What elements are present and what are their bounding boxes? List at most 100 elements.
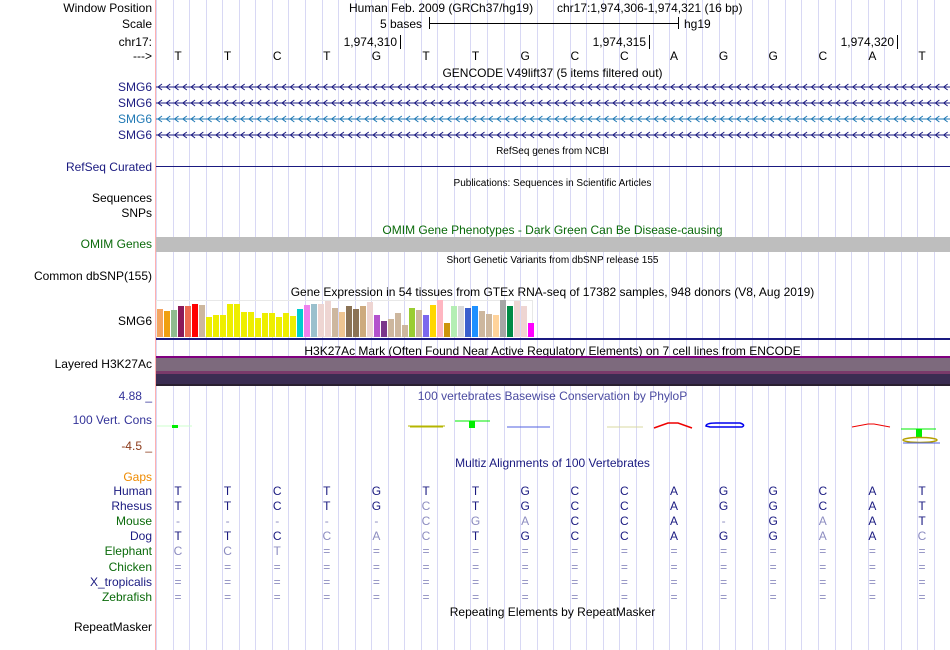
gtex-bar[interactable] — [451, 306, 457, 337]
gtex-bar[interactable] — [346, 306, 352, 337]
gtex-bar[interactable] — [311, 304, 317, 337]
species-label[interactable]: Dog — [129, 529, 152, 544]
gtex-bar[interactable] — [339, 312, 345, 337]
gtex-bar[interactable] — [164, 311, 170, 337]
gtex-bar[interactable] — [437, 300, 443, 337]
dbsnp-title[interactable]: Short Genetic Variants from dbSNP releas… — [446, 255, 659, 266]
gtex-bar[interactable] — [486, 314, 492, 337]
omim-title[interactable]: OMIM Gene Phenotypes - Dark Green Can Be… — [382, 223, 723, 237]
gtex-bar[interactable] — [423, 315, 429, 337]
species-label[interactable]: Elephant — [104, 544, 152, 559]
gtex-bar[interactable] — [178, 306, 184, 337]
gencode-item-label[interactable]: SMG6 — [117, 128, 152, 142]
snps-label[interactable]: SNPs — [121, 206, 152, 220]
species-label[interactable]: Mouse — [115, 514, 152, 529]
gtex-bar[interactable] — [318, 304, 324, 337]
gtex-bar[interactable] — [171, 310, 177, 337]
gtex-bar[interactable] — [304, 305, 310, 337]
omim-label[interactable]: OMIM Genes — [80, 237, 152, 251]
refseq-title[interactable]: RefSeq genes from NCBI — [496, 146, 609, 157]
gtex-bar[interactable] — [465, 308, 471, 337]
gtex-bar[interactable] — [479, 311, 485, 337]
gtex-bar[interactable] — [332, 308, 338, 337]
sequences-label[interactable]: Sequences — [91, 191, 152, 205]
alignment-base: T — [471, 499, 480, 514]
species-label[interactable]: Rhesus — [111, 499, 152, 514]
gene-strand-arrows[interactable] — [156, 112, 950, 126]
multiz-title[interactable]: Multiz Alignments of 100 Vertebrates — [455, 456, 650, 470]
gtex-label[interactable]: SMG6 — [117, 314, 152, 328]
alignment-base: = — [918, 559, 926, 574]
gtex-bar[interactable] — [227, 304, 233, 337]
refseq-label[interactable]: RefSeq Curated — [65, 160, 152, 174]
gtex-bar[interactable] — [269, 313, 275, 337]
gtex-bar[interactable] — [199, 305, 205, 337]
gencode-title[interactable]: GENCODE V49lift37 (5 items filtered out) — [442, 66, 663, 80]
refseq-gene-line[interactable] — [156, 166, 950, 167]
gtex-bar[interactable] — [255, 318, 261, 337]
gridline — [569, 0, 571, 650]
gtex-bar[interactable] — [521, 306, 527, 337]
gene-strand-arrows[interactable] — [156, 96, 950, 110]
gtex-bar[interactable] — [416, 310, 422, 337]
gtex-bar[interactable] — [185, 306, 191, 337]
gtex-bar[interactable] — [290, 316, 296, 337]
gtex-bar[interactable] — [283, 313, 289, 337]
gene-strand-arrows[interactable] — [156, 80, 950, 94]
species-label[interactable]: Chicken — [108, 559, 152, 574]
gtex-bar[interactable] — [402, 325, 408, 337]
species-label[interactable]: X_tropicalis — [89, 574, 152, 589]
species-label[interactable]: Zebrafish — [101, 589, 152, 604]
repeatmasker-label[interactable]: RepeatMasker — [73, 620, 152, 634]
publications-title[interactable]: Publications: Sequences in Scientific Ar… — [453, 178, 652, 189]
species-label[interactable]: Human — [113, 484, 152, 498]
gtex-bar[interactable] — [458, 306, 464, 337]
gtex-bar[interactable] — [353, 309, 359, 337]
gtex-bar[interactable] — [213, 315, 219, 337]
gtex-bar[interactable] — [367, 302, 373, 337]
gtex-bar[interactable] — [276, 317, 282, 337]
gencode-item-label[interactable]: SMG6 — [117, 80, 152, 94]
gtex-bar[interactable] — [395, 313, 401, 337]
gencode-item-label[interactable]: SMG6 — [117, 96, 152, 110]
gtex-bar[interactable] — [409, 308, 415, 337]
gtex-bar[interactable] — [325, 301, 331, 337]
gtex-bar[interactable] — [444, 323, 450, 337]
gtex-bar[interactable] — [234, 304, 240, 337]
h3k27ac-title[interactable]: H3K27Ac Mark (Often Found Near Active Re… — [304, 344, 801, 358]
gtex-bar[interactable] — [500, 300, 506, 337]
gtex-bar[interactable] — [430, 305, 436, 337]
gridline — [933, 0, 935, 650]
gencode-item-label[interactable]: SMG6 — [117, 112, 152, 126]
dbsnp-label[interactable]: Common dbSNP(155) — [33, 269, 152, 283]
gtex-bar[interactable] — [507, 306, 513, 337]
h3k27ac-label[interactable]: Layered H3K27Ac — [54, 357, 152, 371]
gtex-bar[interactable] — [374, 315, 380, 337]
repeatmasker-title[interactable]: Repeating Elements by RepeatMasker — [449, 605, 656, 619]
gtex-bar[interactable] — [493, 315, 499, 337]
gtex-title[interactable]: Gene Expression in 54 tissues from GTEx … — [290, 285, 815, 299]
omim-gene-bar[interactable] — [156, 237, 950, 252]
gtex-bar[interactable] — [297, 309, 303, 337]
gtex-bar[interactable] — [248, 312, 254, 337]
alignment-base: C — [272, 484, 282, 498]
gtex-bar[interactable] — [157, 309, 163, 337]
gtex-bar[interactable] — [206, 317, 212, 337]
gtex-bar[interactable] — [381, 321, 387, 337]
gtex-bar[interactable] — [528, 323, 534, 337]
gtex-bar[interactable] — [360, 306, 366, 337]
gtex-bar[interactable] — [192, 304, 198, 337]
gtex-bar[interactable] — [262, 313, 268, 337]
gtex-bar[interactable] — [388, 319, 394, 337]
phylop-min: -4.5 _ — [121, 439, 152, 453]
gaps-label[interactable]: Gaps — [123, 470, 152, 484]
gridline — [900, 0, 902, 650]
phylop-label[interactable]: 100 Vert. Cons — [72, 413, 152, 427]
gene-strand-arrows[interactable] — [156, 128, 950, 142]
gtex-bar[interactable] — [472, 306, 478, 337]
gtex-bar[interactable] — [241, 312, 247, 337]
phylop-title[interactable]: 100 vertebrates Basewise Conservation by… — [417, 389, 688, 403]
gtex-bar[interactable] — [220, 315, 226, 337]
gtex-bar[interactable] — [514, 301, 520, 337]
sequence-base: G — [371, 49, 382, 63]
